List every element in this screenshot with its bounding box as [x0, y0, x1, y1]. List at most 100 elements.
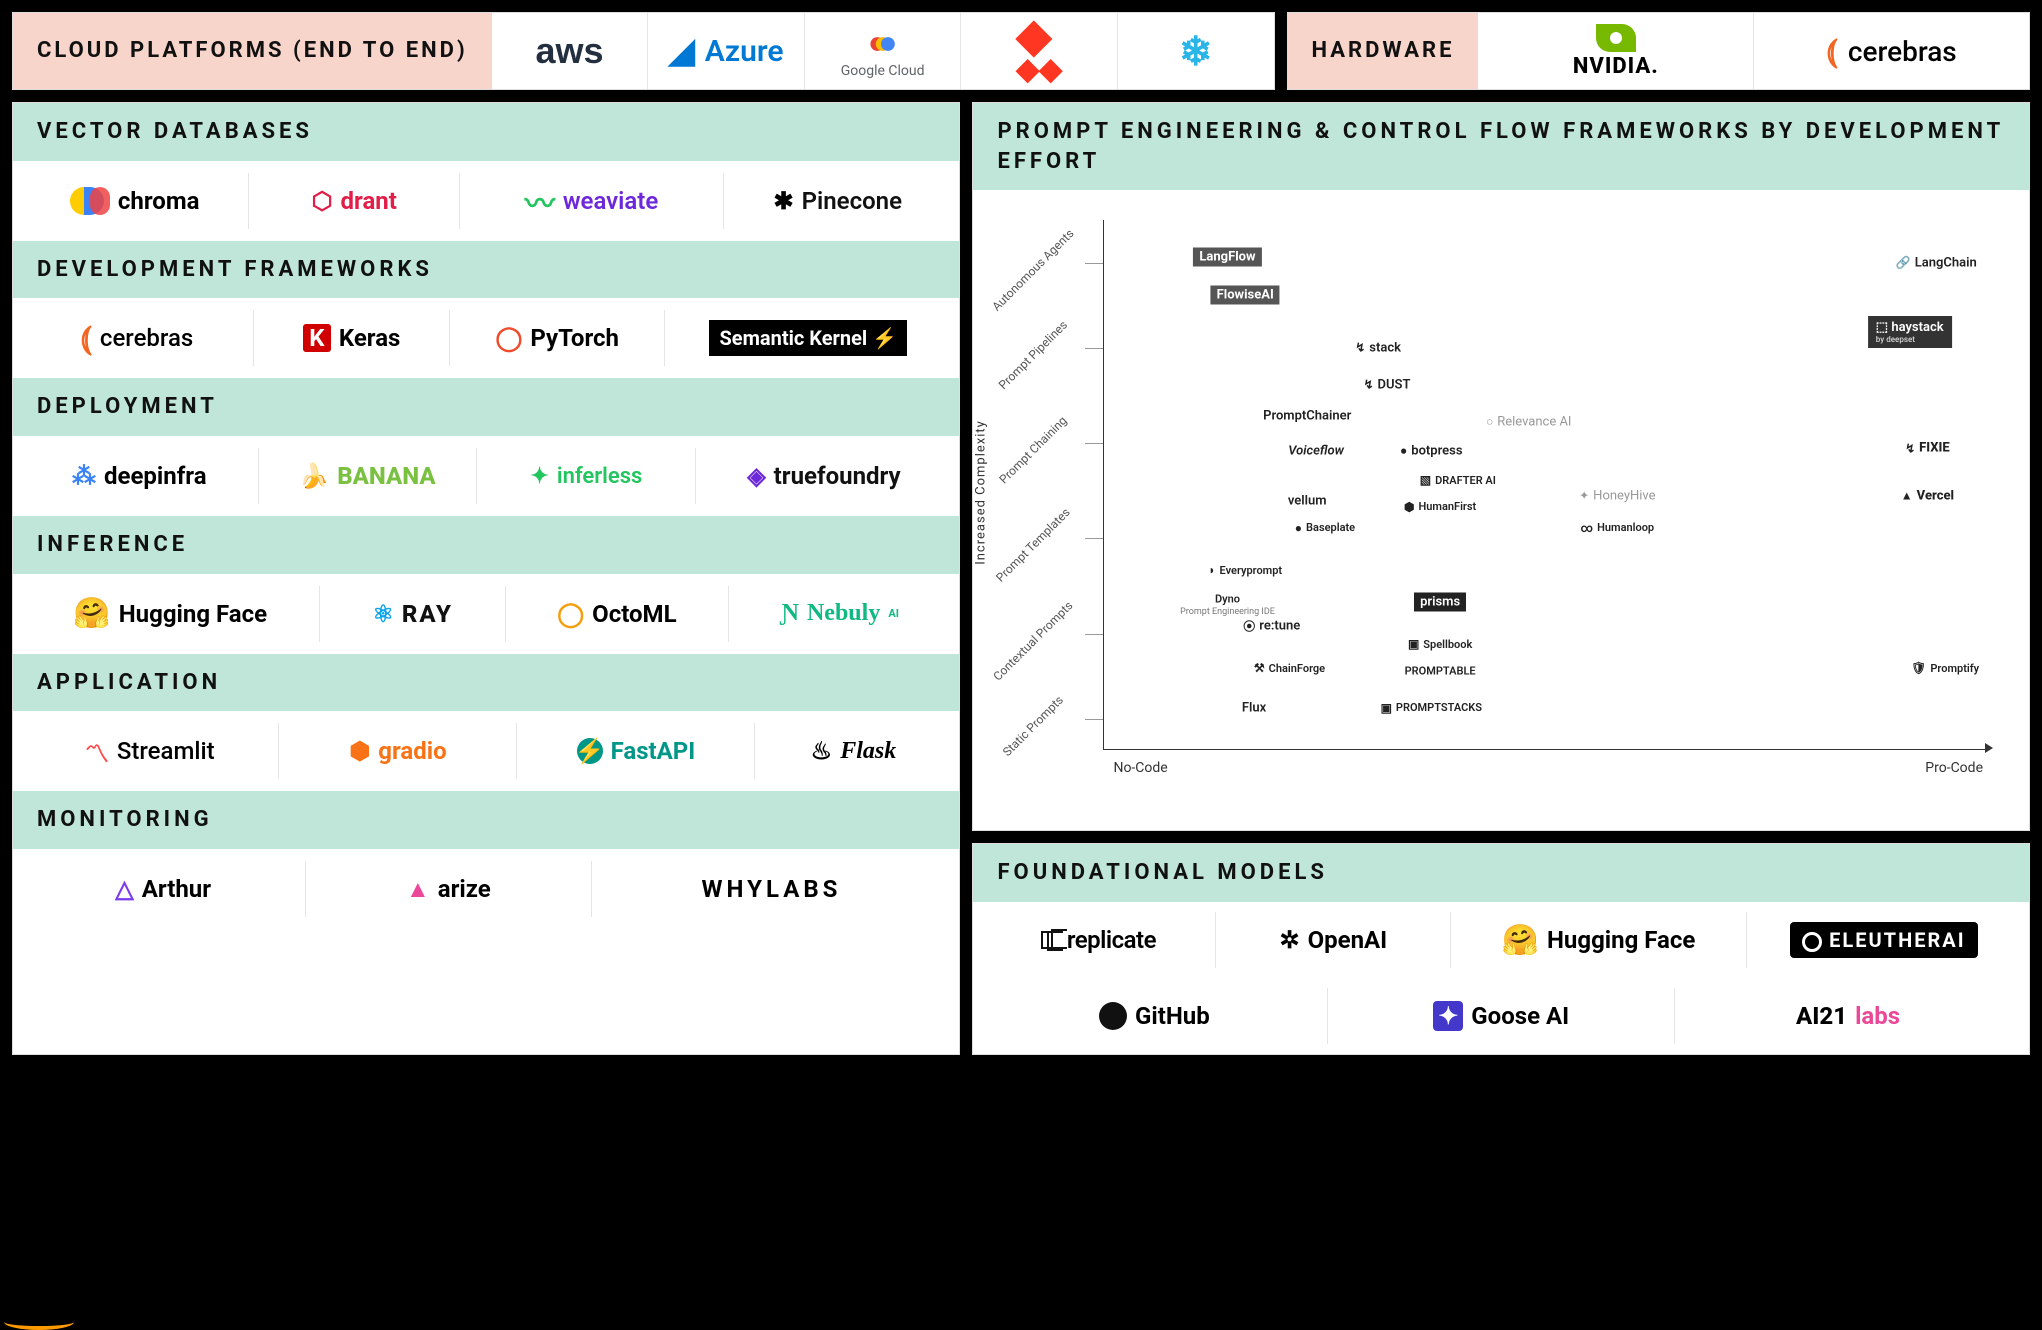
fastapi-logo: ⚡ FastAPI: [517, 723, 755, 779]
chart-point: FlowiseAI: [1211, 285, 1280, 304]
chart-area: Increased Complexity No-Code Pro-Code St…: [973, 190, 2029, 830]
google-cloud-logo: ●●● Google Cloud: [804, 13, 961, 89]
pinecone-text: Pinecone: [802, 187, 902, 215]
chroma-text: chroma: [118, 187, 200, 215]
nvidia-logo: NVIDIA.: [1478, 13, 1753, 89]
chart-point: ∞Humanloop: [1581, 521, 1655, 535]
y-tick-line: [1085, 719, 1103, 720]
banana-logo: 🍌 BANANA: [259, 448, 478, 504]
chart-point: PROMPTABLE: [1405, 664, 1476, 677]
ai21-text: AI21: [1796, 1002, 1847, 1030]
chart-point: ✦HoneyHive: [1579, 488, 1655, 503]
chart-point: ⬢HumanFirst: [1404, 500, 1476, 514]
chart-point: LangFlow: [1193, 248, 1261, 267]
openai-text: OpenAI: [1308, 926, 1388, 954]
y-tick-line: [1085, 634, 1103, 635]
chart-inner: No-Code Pro-Code Static PromptsContextua…: [1033, 210, 1999, 770]
flask-logo: ♨ Flask: [755, 723, 951, 779]
octoml-icon: ◯: [557, 600, 584, 628]
chart-point: ●Baseplate: [1295, 521, 1355, 535]
nvidia-text: NVIDIA.: [1573, 54, 1659, 79]
github-logo: GitHub: [981, 988, 1328, 1044]
banana-text: BANANA: [337, 462, 435, 490]
monitoring-logos: △ Arthur ▲ arize WHYLABS: [13, 849, 959, 929]
chart-point: ⦿re:tune: [1243, 617, 1300, 634]
google-cloud-icon: ●●●: [868, 23, 898, 61]
nvidia-icon: [1596, 24, 1636, 52]
arthur-text: Arthur: [142, 875, 211, 903]
qdrant-logo: ⬡ drant: [249, 173, 460, 229]
inferless-text: inferless: [557, 464, 643, 489]
eleuther-box: ELEUTHERAI: [1790, 922, 1977, 958]
y-tick-line: [1085, 348, 1103, 349]
huggingface-icon: 🤗: [73, 596, 110, 631]
chart-point: ▣Spellbook: [1408, 637, 1472, 651]
chart-point: Flux: [1242, 700, 1266, 715]
flask-icon: ♨: [811, 737, 833, 765]
databricks-icon: ◆◆◆: [1016, 23, 1062, 79]
hardware-label: HARDWARE: [1288, 13, 1479, 89]
huggingface-text: Hugging Face: [119, 600, 267, 628]
chart-point: ↯FIXIE: [1905, 441, 1950, 456]
cloud-platforms-strip: CLOUD PLATFORMS (END TO END) aws ◢ Azure…: [12, 12, 1275, 90]
nebuly-text: Nebuly: [807, 600, 880, 627]
cloud-platforms-logos: aws ◢ Azure ●●● Google Cloud ◆◆◆ ❄: [492, 13, 1274, 89]
gradio-icon: ⬢: [349, 737, 370, 765]
truefoundry-icon: ◈: [747, 462, 765, 490]
x-label-right: Pro-Code: [1925, 760, 1983, 776]
streamlit-text: Streamlit: [117, 737, 215, 765]
replicate-icon: [1041, 931, 1059, 949]
streamlit-icon: 〽: [85, 734, 109, 769]
aws-smile-icon: [4, 1314, 74, 1330]
eleuther-icon: [1802, 932, 1822, 952]
truefoundry-text: truefoundry: [774, 462, 901, 490]
keras-icon: K: [303, 324, 331, 352]
github-text: GitHub: [1135, 1002, 1210, 1030]
arize-icon: ▲: [406, 875, 430, 904]
arthur-icon: △: [115, 875, 133, 903]
ray-text: RAY: [402, 600, 453, 628]
y-tick-label: Prompt Pipelines: [996, 317, 1070, 391]
foundational-header: FOUNDATIONAL MODELS: [973, 844, 2029, 902]
replicate-text: replicate: [1067, 926, 1156, 954]
monitoring-header: MONITORING: [13, 791, 959, 849]
dev-fw-header: DEVELOPMENT FRAMEWORKS: [13, 241, 959, 299]
foundational-row1: replicate ✲ OpenAI 🤗 Hugging Face ELEUTH…: [973, 902, 2029, 978]
y-axis-line: [1103, 220, 1104, 750]
azure-text: Azure: [705, 34, 784, 69]
deployment-logos: ⁂ deepinfra 🍌 BANANA ✦ inferless ◈ truef…: [13, 436, 959, 516]
google-cloud-text: Google Cloud: [841, 63, 925, 79]
right-column: PROMPT ENGINEERING & CONTROL FLOW FRAMEW…: [972, 102, 2030, 1055]
semantic-kernel-logo: Semantic Kernel ⚡: [665, 310, 951, 366]
chart-point: ⬚ haystackby deepset: [1868, 316, 1952, 348]
cloud-platforms-label: CLOUD PLATFORMS (END TO END): [13, 13, 492, 89]
ai21-logo: AI21 labs: [1675, 988, 2021, 1044]
vector-db-logos: chroma ⬡ drant 〰 weaviate ✱ Pinecone: [13, 161, 959, 241]
inferless-icon: ✦: [530, 464, 548, 489]
chart-point: vellum: [1288, 494, 1327, 509]
cerebras-icon: ⦅: [1827, 31, 1838, 71]
gradio-text: gradio: [378, 737, 446, 765]
y-tick-label: Autonomous Agents: [990, 226, 1077, 313]
left-column: VECTOR DATABASES chroma ⬡ drant 〰 weavia…: [12, 102, 960, 1055]
pytorch-text: PyTorch: [530, 324, 619, 352]
ray-logo: ⚛ RAY: [320, 586, 505, 642]
cerebras-dev-text: cerebras: [100, 324, 193, 352]
huggingface-logo: 🤗 Hugging Face: [21, 586, 320, 642]
top-row: CLOUD PLATFORMS (END TO END) aws ◢ Azure…: [12, 12, 2030, 90]
prompt-chart-panel: PROMPT ENGINEERING & CONTROL FLOW FRAMEW…: [972, 102, 2030, 831]
cerebras-dev-logo: ⦅ cerebras: [21, 310, 254, 366]
flask-text: Flask: [840, 738, 896, 765]
inference-logos: 🤗 Hugging Face ⚛ RAY ◯ OctoML Ɲ NebulyAI: [13, 574, 959, 654]
replicate-logo: replicate: [981, 912, 1216, 968]
inference-header: INFERENCE: [13, 516, 959, 574]
snowflake-logo: ❄: [1117, 13, 1274, 89]
chart-point-sub: Prompt Engineering IDE: [1180, 607, 1275, 617]
chart-point: Dyno: [1215, 593, 1240, 606]
foundational-row2: GitHub ✦ Goose AI AI21 labs: [973, 978, 2029, 1054]
pinecone-icon: ✱: [774, 187, 794, 215]
gradio-logo: ⬢ gradio: [279, 723, 517, 779]
weaviate-text: weaviate: [563, 187, 658, 215]
deepinfra-text: deepinfra: [104, 462, 207, 490]
hardware-logos: NVIDIA. ⦅ cerebras: [1478, 13, 2029, 89]
